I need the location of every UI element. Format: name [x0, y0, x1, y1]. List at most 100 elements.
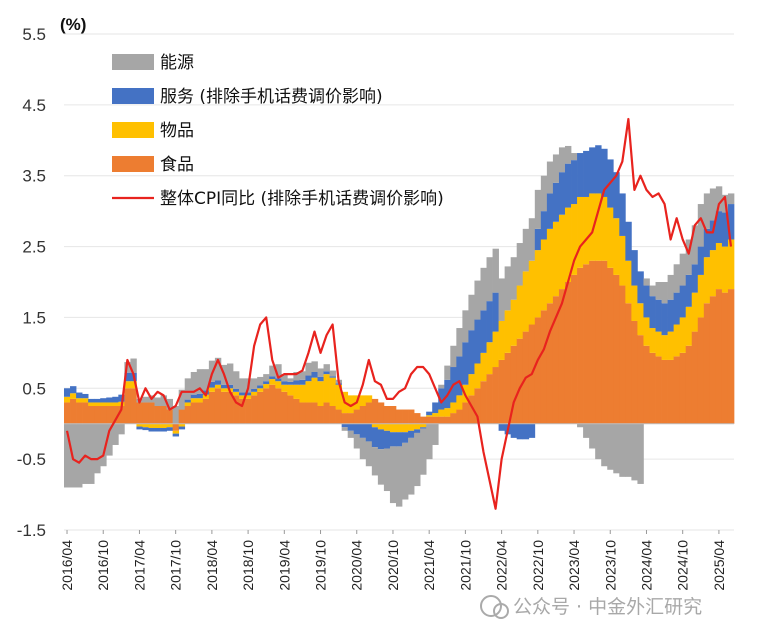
bar-services — [691, 264, 699, 293]
bar-energy — [540, 175, 548, 212]
bar-energy — [275, 364, 282, 379]
bar-goods — [655, 331, 662, 357]
bar-services — [408, 430, 415, 438]
bar-energy — [263, 374, 270, 382]
bar-goods — [154, 423, 161, 428]
bar-goods — [414, 423, 421, 430]
bar-energy — [353, 434, 361, 449]
y-tick-label: 4.5 — [22, 96, 46, 115]
bar-energy — [577, 423, 584, 428]
bar-goods — [233, 391, 240, 396]
bar-food — [359, 406, 367, 424]
bar-food — [643, 345, 650, 424]
bar-goods — [136, 423, 143, 427]
bar-services — [456, 356, 463, 396]
bar-food — [130, 388, 137, 424]
x-tick-label: 2020/10 — [385, 540, 401, 591]
bar-food — [685, 345, 693, 424]
bar-food — [263, 388, 270, 424]
bar-food — [697, 317, 705, 424]
bar-food — [414, 413, 421, 424]
x-tick-label: 2023/10 — [602, 540, 618, 591]
bar-food — [534, 317, 542, 424]
bar-services — [365, 423, 373, 442]
bar-services — [589, 147, 596, 194]
x-tick-label: 2016/04 — [59, 540, 75, 591]
y-tick-label: 0.5 — [22, 379, 46, 398]
bar-food — [257, 391, 264, 424]
bar-services — [70, 386, 77, 394]
bar-food — [76, 402, 83, 424]
bar-goods — [673, 324, 681, 357]
bar-services — [118, 394, 125, 402]
bar-goods — [196, 398, 204, 403]
bar-goods — [486, 342, 493, 375]
bar-services — [233, 388, 240, 392]
bar-services — [613, 172, 620, 219]
bar-food — [727, 289, 735, 424]
bar-energy — [323, 364, 330, 372]
bar-goods — [76, 398, 83, 403]
bar-services — [154, 427, 161, 432]
bar-food — [649, 352, 656, 424]
legend-swatch-food — [112, 156, 154, 172]
bar-goods — [359, 395, 367, 406]
bar-services — [112, 396, 119, 403]
bar-food — [190, 402, 198, 424]
bar-food — [70, 398, 77, 424]
bar-food — [305, 402, 312, 424]
bar-goods — [371, 423, 379, 428]
bar-services — [528, 423, 536, 438]
bar-services — [438, 388, 445, 410]
bar-goods — [474, 363, 481, 389]
watermark-text: 公众号 · 中金外汇研究 — [513, 596, 702, 618]
bar-food — [558, 289, 566, 424]
bar-services — [214, 380, 222, 385]
bar-food — [335, 409, 343, 424]
bar-energy — [142, 396, 149, 403]
bar-energy — [402, 442, 409, 500]
bar-energy — [196, 369, 204, 394]
bar-food — [112, 406, 119, 424]
bar-food — [408, 409, 415, 424]
bar-goods — [347, 395, 355, 414]
bar-goods — [190, 398, 198, 403]
bar-services — [226, 384, 234, 389]
bar-food — [540, 310, 548, 424]
bar-services — [275, 378, 282, 382]
bar-food — [480, 381, 487, 424]
bar-energy — [571, 153, 578, 161]
bar-goods — [564, 207, 572, 282]
bar-energy — [498, 278, 505, 321]
bar-services — [76, 392, 83, 399]
y-tick-label: 3.5 — [22, 167, 46, 186]
bar-goods — [552, 221, 560, 297]
bar-energy — [691, 225, 699, 265]
bar-food — [329, 406, 336, 424]
bar-goods — [528, 260, 536, 325]
bar-energy — [408, 437, 415, 495]
bar-food — [233, 395, 240, 424]
bar-goods — [88, 402, 95, 406]
bar-goods — [160, 423, 167, 428]
bar-goods — [395, 423, 403, 433]
bar-food — [226, 391, 234, 424]
bar-goods — [389, 423, 397, 433]
bar-energy — [438, 384, 445, 389]
bar-food — [552, 296, 560, 424]
bar-food — [251, 395, 258, 424]
bar-energy — [293, 371, 300, 381]
bar-energy — [558, 147, 566, 173]
bar-services — [341, 423, 349, 428]
bar-energy — [226, 363, 234, 385]
bar-energy — [329, 370, 336, 377]
bar-goods — [420, 423, 427, 428]
bar-services — [534, 228, 542, 251]
bar-energy — [94, 423, 101, 474]
bar-services — [329, 376, 336, 378]
legend-label-energy: 能源 — [160, 53, 194, 73]
bar-goods — [456, 395, 463, 410]
bar-services — [564, 163, 572, 208]
bar-services — [462, 342, 469, 385]
bar-energy — [166, 398, 173, 410]
